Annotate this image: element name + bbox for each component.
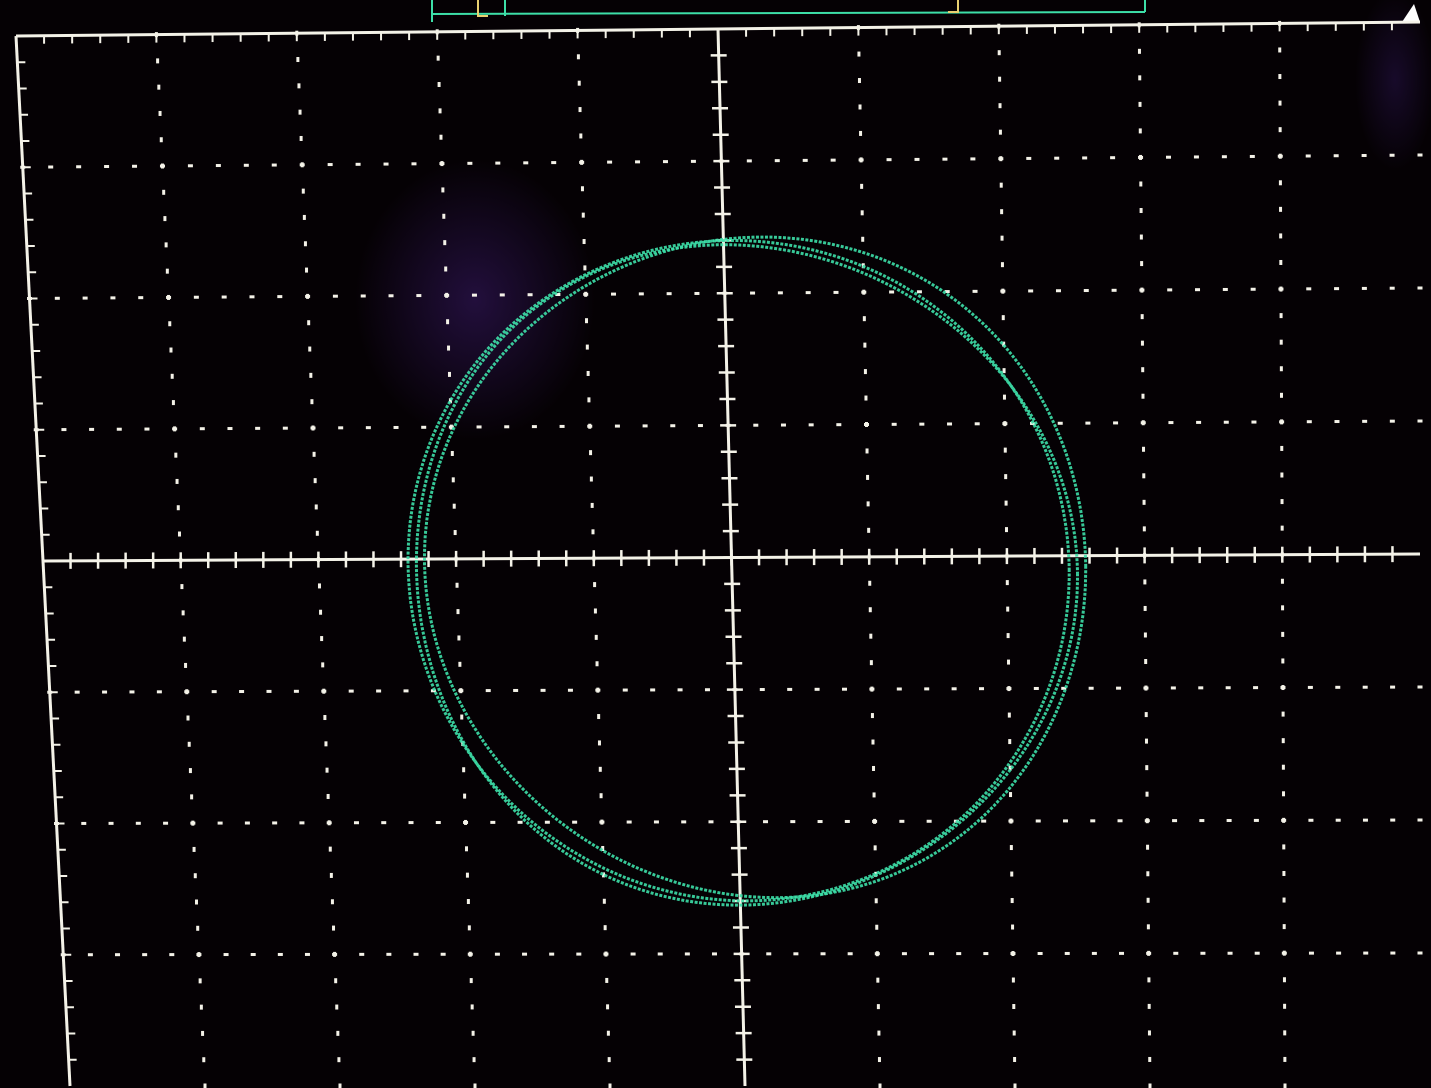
cursor-marker-right <box>948 0 959 13</box>
status-bar-line <box>431 11 1146 15</box>
grid-horizontal-line <box>27 286 1423 300</box>
grid-vertical-line <box>997 23 1017 1088</box>
frame-edge-ticks <box>17 22 1393 1061</box>
cursor-marker-left <box>477 0 488 17</box>
reflection-glare <box>355 0 1431 440</box>
trace-loop <box>406 239 1071 903</box>
axis-minor-ticks <box>69 54 1394 1061</box>
trace-loop <box>414 243 1079 907</box>
grid-horizontal-line <box>20 153 1423 169</box>
trigger-arrow-icon <box>1402 4 1420 22</box>
trace-loop <box>423 235 1088 900</box>
top-status-marker-bar <box>431 0 1420 22</box>
lissajous-trace <box>406 235 1088 907</box>
